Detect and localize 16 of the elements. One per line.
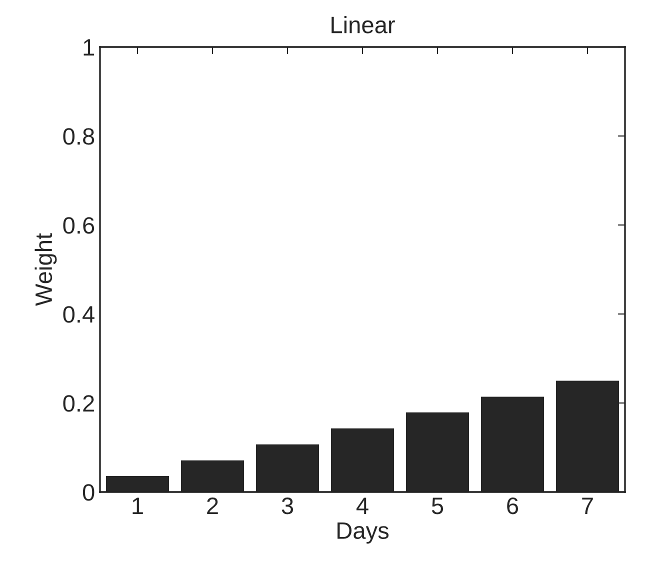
y-tick-label: 0.6 <box>63 217 94 234</box>
y-tick-label: 0.8 <box>63 128 94 145</box>
chart-title: Linear <box>332 16 395 34</box>
x-tick-label: 4 <box>356 498 368 514</box>
y-tick-label: 0.4 <box>63 306 94 323</box>
y-tick-label: 1 <box>84 39 94 56</box>
x-tick-label: 7 <box>582 498 593 514</box>
x-tick-label: 6 <box>507 497 518 514</box>
x-tick-label: 5 <box>432 498 444 514</box>
y-tick-label: 0 <box>82 484 94 501</box>
y-tick-label: 0.2 <box>63 395 94 412</box>
y-axis-title: Weight <box>34 233 57 306</box>
x-tick-label: 1 <box>132 498 143 514</box>
x-tick-label: 3 <box>282 497 294 514</box>
x-tick-label: 2 <box>207 497 218 514</box>
x-axis-title: Days <box>338 522 389 544</box>
